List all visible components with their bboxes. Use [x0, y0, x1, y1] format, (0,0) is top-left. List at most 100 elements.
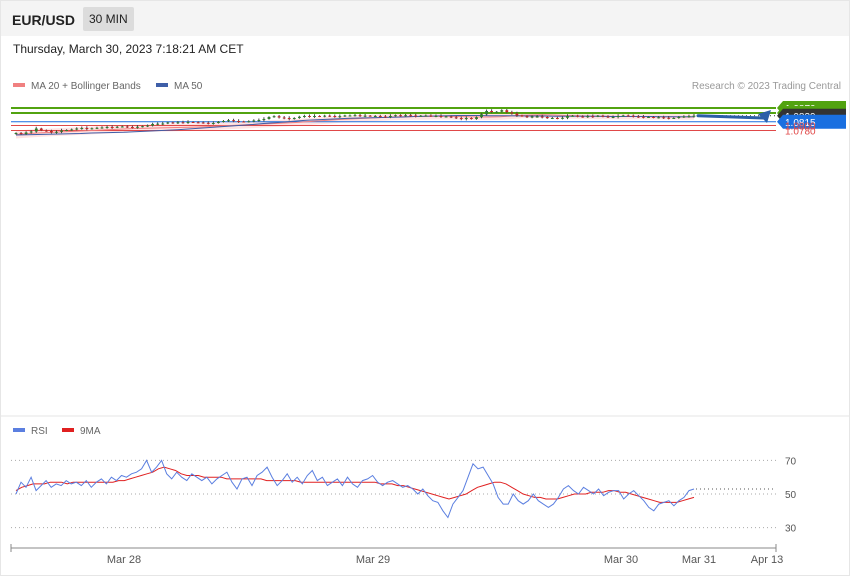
- rsi-tick-50: 50: [785, 490, 797, 501]
- candle-bearish: [242, 121, 246, 123]
- candle-bearish: [581, 116, 585, 118]
- candle-bullish: [672, 118, 676, 119]
- rsi-line: [15, 459, 695, 519]
- time-tick-label: Mar 29: [356, 554, 390, 566]
- time-tick-label: Mar 28: [107, 554, 141, 566]
- price-levels: [11, 107, 776, 131]
- level-label-1.0815: 1.0815: [785, 118, 816, 129]
- legend-ma50: MA 50: [156, 81, 202, 92]
- candle-bullish: [571, 115, 574, 117]
- candle-bullish: [60, 130, 63, 132]
- candle-bullish: [100, 127, 104, 129]
- candle-bearish: [414, 115, 418, 117]
- candle-bullish: [146, 125, 149, 127]
- forecast-arrow-shaft: [696, 114, 765, 120]
- candle-bullish: [95, 127, 99, 129]
- candle-bearish: [384, 116, 387, 118]
- candle-bearish: [642, 116, 645, 118]
- candle-bullish: [272, 116, 276, 118]
- candle-bullish: [338, 116, 342, 118]
- forecast-arrow-head: [758, 110, 771, 123]
- candle-bearish: [439, 116, 443, 117]
- time-tick-label: Mar 30: [604, 554, 638, 566]
- level-label-1.0780: 1.0780: [785, 127, 816, 138]
- legend-ma20-label: MA 20 + Bollinger Bands: [31, 81, 141, 92]
- candle-bearish: [358, 115, 362, 117]
- candle-bullish: [464, 118, 468, 119]
- time-axis: Mar 28 Mar 29 Mar 30 Mar 31 Apr 13: [10, 544, 783, 566]
- candle-bearish: [626, 115, 630, 117]
- candle-bearish: [206, 122, 210, 124]
- candle-bearish: [556, 118, 559, 119]
- candle-bullish: [80, 128, 84, 129]
- candle-bullish: [495, 111, 499, 113]
- candle-bullish: [687, 116, 691, 118]
- candle-bullish: [65, 130, 68, 131]
- candle-bullish: [14, 133, 18, 134]
- candle-bullish: [611, 117, 615, 118]
- rsi-tick-70: 70: [785, 456, 797, 467]
- chart-credit: Research © 2023 Trading Central: [691, 81, 841, 92]
- candle-bearish: [110, 127, 114, 128]
- candle-bullish: [105, 127, 109, 128]
- candle-bullish: [161, 123, 165, 125]
- timeframe-badge[interactable]: 30 MIN: [83, 7, 134, 31]
- candle-bearish: [470, 118, 473, 119]
- candle-bearish: [282, 117, 286, 119]
- legend-swatch: [156, 83, 168, 88]
- candle-bullish: [298, 116, 301, 118]
- ma50-line: [15, 115, 694, 136]
- legend-swatch: [13, 83, 25, 88]
- candle-bullish: [586, 116, 590, 118]
- candle-bullish: [444, 116, 448, 118]
- candle-bullish: [262, 119, 266, 120]
- candle-bullish: [535, 116, 539, 118]
- candle-bearish: [515, 113, 519, 116]
- candle-bullish: [343, 115, 347, 117]
- candle-bearish: [429, 115, 433, 117]
- candle-bullish: [480, 114, 483, 118]
- candle-bullish: [227, 120, 230, 122]
- candle-bullish: [292, 118, 296, 119]
- candle-bullish: [561, 117, 564, 119]
- candle-bearish: [409, 115, 413, 117]
- legend-rsi: RSI: [13, 426, 48, 437]
- candle-bullish: [434, 116, 438, 117]
- candle-bullish: [115, 126, 119, 128]
- legend-rsi-ma-label: 9MA: [80, 426, 101, 437]
- rsi-ma-line: [15, 466, 695, 503]
- candle-bullish: [424, 115, 428, 117]
- candle-bullish: [404, 115, 407, 117]
- candle-bearish: [606, 116, 610, 118]
- candle-bullish: [566, 116, 569, 118]
- candle-bearish: [19, 133, 23, 134]
- candle-bullish: [530, 116, 534, 118]
- candle-bearish: [196, 122, 200, 124]
- candle-bearish: [237, 121, 240, 122]
- candle-bullish: [500, 110, 504, 112]
- candle-bearish: [171, 122, 175, 124]
- candle-bullish: [34, 128, 38, 132]
- level-label-1.0800: 1.0800: [785, 122, 816, 133]
- candle-bullish: [166, 122, 170, 124]
- candle-bullish: [24, 132, 28, 134]
- candle-bearish: [545, 117, 549, 119]
- candle-bullish: [151, 124, 154, 126]
- candle-bearish: [631, 115, 635, 117]
- legend-swatch: [62, 428, 74, 433]
- candle-bearish: [308, 116, 311, 117]
- legend-ma20: MA 20 + Bollinger Bands: [13, 81, 141, 92]
- candle-bullish: [267, 117, 271, 119]
- candle-bearish: [181, 122, 185, 124]
- candle-bearish: [459, 118, 463, 119]
- candle-bullish: [616, 116, 620, 117]
- candle-bullish: [70, 129, 74, 131]
- candle-bullish: [217, 121, 220, 123]
- candle-bullish: [348, 115, 352, 117]
- candle-bearish: [505, 110, 509, 113]
- candle-bullish: [621, 115, 625, 117]
- candle-bearish: [318, 116, 321, 117]
- legend-ma50-label: MA 50: [174, 81, 203, 92]
- rsi-panel: 70 50 30: [11, 456, 797, 535]
